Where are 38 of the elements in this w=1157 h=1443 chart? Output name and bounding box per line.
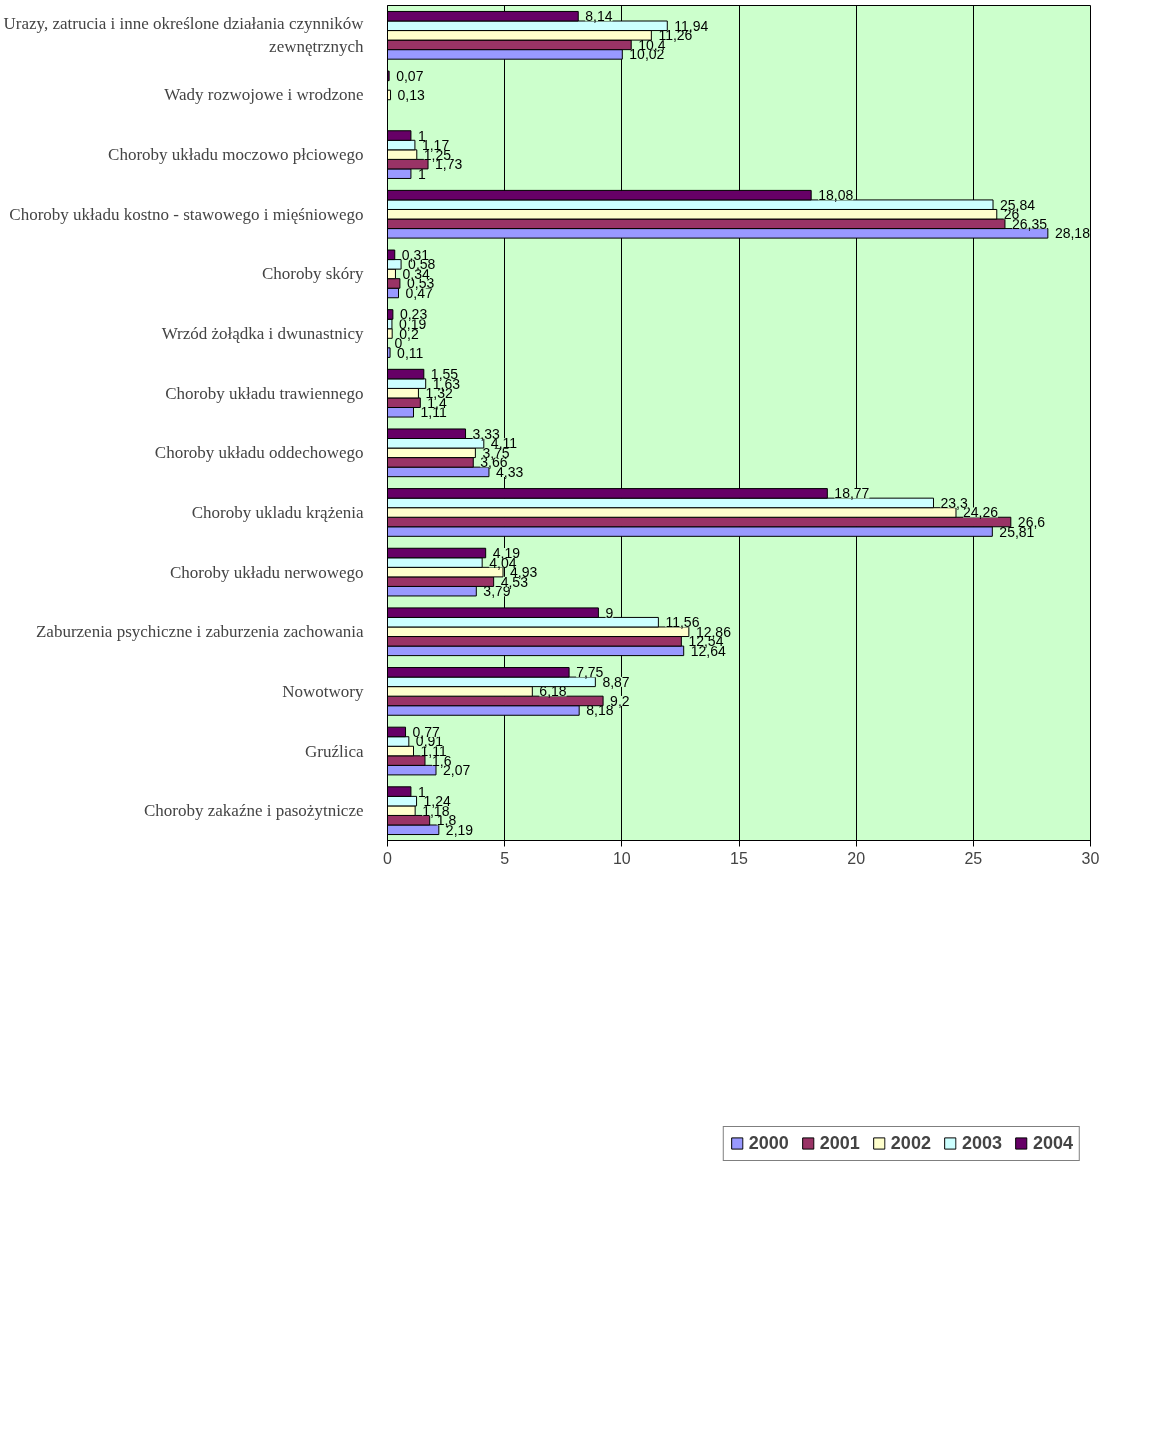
data-label: 0,13 (397, 86, 426, 103)
data-label: 9 (605, 604, 614, 621)
data-label: 8,87 (602, 673, 630, 690)
legend-label: 2002 (890, 1132, 931, 1154)
x-tick-label: 5 (500, 849, 510, 867)
data-label: 18,08 (818, 187, 854, 204)
data-label: 6,18 (539, 683, 567, 700)
y-tick-label: Choroby układu oddechowego (154, 443, 364, 463)
y-tick-label: Zaburzenia psychiczne i zaburzenia zachowania (35, 622, 364, 642)
y-tick-label: Choroby układu kostno - stawowego i mięśniowego (9, 204, 364, 224)
y-tick-label: Wady rozwojowe i wrodzone (164, 85, 364, 105)
x-tick-label: 0 (383, 849, 393, 867)
x-tick-label: 30 (1081, 849, 1100, 867)
y-tick-label: Choroby układu nerwowego (169, 562, 364, 582)
x-tick-label: 25 (964, 849, 983, 867)
y-tick-label: Gruźlica (304, 741, 364, 761)
y-tick-label: Wrzód żołądka i dwunastnicy (161, 324, 364, 344)
data-label: 7,75 (576, 664, 604, 681)
data-label: 18,77 (834, 485, 870, 502)
legend-label: 2000 (748, 1132, 789, 1154)
x-tick-label: 15 (730, 849, 748, 867)
y-tick-label: Choroby układu moczowo płciowego (108, 145, 364, 165)
y-tick-label: Urazy, zatrucia i inne określone działania czynników zewnętrznych (3, 14, 365, 57)
data-label: 0,07 (396, 67, 424, 84)
data-label: 8,14 (585, 8, 613, 25)
data-label: 28,18 (1054, 225, 1091, 242)
legend-label: 2003 (961, 1132, 1002, 1154)
y-tick-label: Nowotwory (282, 681, 364, 701)
y-tick-label: Choroby skóry (261, 264, 364, 284)
y-tick-label: Choroby zakaźne i pasożytnicze (144, 801, 364, 821)
y-tick-label: Choroby ukladu krążenia (191, 502, 364, 522)
x-tick-label: 20 (847, 849, 866, 867)
legend-label: 2001 (819, 1132, 860, 1154)
data-label: 1 (417, 165, 426, 182)
legend-label: 2004 (1032, 1132, 1073, 1154)
data-label: 1 (417, 783, 426, 800)
x-tick-label: 10 (612, 849, 631, 867)
y-tick-label: Choroby układu trawiennego (165, 383, 364, 403)
